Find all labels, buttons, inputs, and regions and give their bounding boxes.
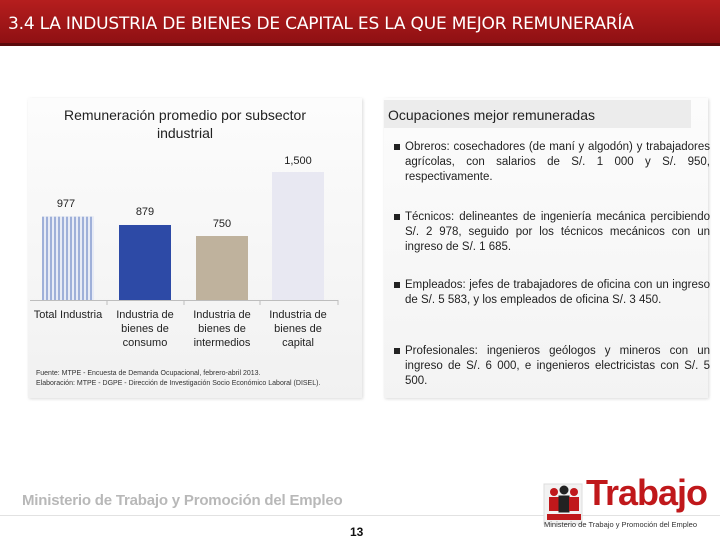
bullet-tecnicos: Técnicos: delineantes de ingeniería mecá… [394,210,710,255]
category-label-line: Industria de [193,309,251,321]
chart-source: Fuente: MTPE - Encuesta de Demanda Ocupa… [36,369,366,389]
value-label: 879 [136,206,154,218]
bullet-text: Obreros: cosechadores (de maní y algodón… [405,141,710,183]
bullet-profesionales: Profesionales: ingenieros geólogos y min… [394,344,710,389]
value-label: 750 [213,218,231,230]
category-label: Industria de bienes de capital [258,308,338,350]
category-label-line: bienes de [274,323,322,335]
bullet-text: Profesionales: ingenieros geólogos y min… [405,345,710,387]
bullet-square-icon [394,282,400,288]
category-label-line: capital [282,337,314,349]
occupations-panel [384,98,708,398]
category-label-line: Industria de [116,309,174,321]
category-label-line: bienes de [121,323,169,335]
chart-title: Remuneración promedio por subsector indu… [63,107,306,141]
category-label-line: consumo [122,337,168,349]
page-number: 13 [350,525,364,539]
bullet-square-icon [394,144,400,150]
category-label: Total Industria [28,308,108,322]
category-label-line: bienes de [198,323,246,335]
bar-4 [272,172,324,300]
bullet-square-icon [394,348,400,354]
bullet-text: Empleados: jefes de trabajadores de ofic… [405,279,710,306]
category-label: Industria de bienes de consumo [105,308,185,350]
bullet-empleados: Empleados: jefes de trabajadores de ofic… [394,278,710,308]
bar-1 [42,216,94,300]
bullet-obreros: Obreros: cosechadores (de maní y algodón… [394,140,710,185]
bar-3 [196,236,248,300]
value-label: 1,500 [284,155,312,167]
logo-text: Trabajo [586,472,708,513]
page-title: 3.4 LA INDUSTRIA DE BIENES DE CAPITAL ES… [8,14,634,34]
people-logo-icon [543,483,583,525]
elaboration-line: Elaboración: MTPE - DGPE - Dirección de … [36,380,321,387]
title-bar: 3.4 LA INDUSTRIA DE BIENES DE CAPITAL ES… [0,0,720,46]
category-label-line: Total Industria [33,309,103,321]
title-underline [0,43,720,46]
bar-2 [119,224,171,300]
source-line: Fuente: MTPE - Encuesta de Demanda Ocupa… [36,370,261,377]
ministry-footer: Ministerio de Trabajo y Promoción del Em… [22,492,343,509]
value-label: 977 [57,198,75,210]
category-label-line: intermedios [193,337,251,349]
logo-subtext: Ministerio de Trabajo y Promoción del Em… [544,520,697,529]
bullet-text: Técnicos: delineantes de ingeniería mecá… [405,211,710,253]
category-label: Industria de bienes de intermedios [182,308,262,350]
trabajo-logo: Trabajo Ministerio de Trabajo y Promoció… [540,472,708,534]
bullet-square-icon [394,214,400,220]
occupations-title-box [384,100,691,128]
occupations-title: Ocupaciones mejor remuneradas [388,107,595,123]
footer-divider [0,515,720,516]
category-label-line: Industria de [269,309,327,321]
